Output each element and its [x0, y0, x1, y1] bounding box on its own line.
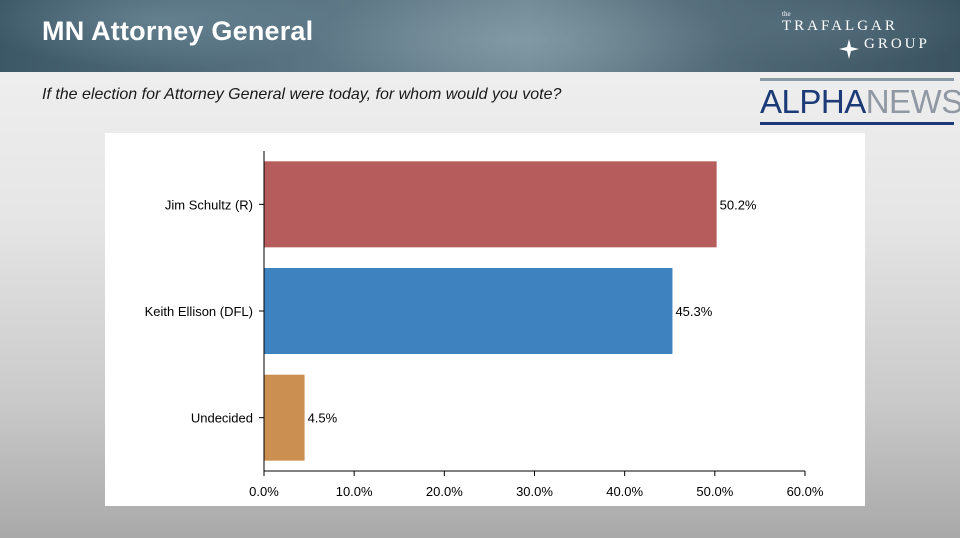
alpha-news-wordmark: ALPHANEWS	[760, 83, 960, 121]
value-label-0: 50.2%	[720, 197, 757, 212]
x-tick-label-0: 0.0%	[249, 484, 279, 499]
alpha-news-logo: ALPHANEWS	[760, 78, 960, 126]
category-label-0: Jim Schultz (R)	[165, 197, 253, 212]
page-title: MN Attorney General	[42, 16, 314, 46]
compass-icon	[839, 39, 859, 59]
trafalgar-logo-line2: GROUP	[864, 36, 930, 52]
header-banner: MN Attorney General the TRAFALGAR GROUP	[0, 0, 960, 72]
x-tick-label-3: 30.0%	[516, 484, 553, 499]
x-tick-label-6: 60.0%	[787, 484, 824, 499]
bar-0	[264, 161, 717, 248]
x-tick-label-1: 10.0%	[336, 484, 373, 499]
bar-chart: Jim Schultz (R) 50.2% Keith Ellison (DFL) 4…	[145, 151, 824, 499]
logo-top-rule	[760, 78, 954, 81]
news-word: NEWS	[865, 83, 960, 120]
logo-bottom-rule	[760, 122, 954, 125]
x-tick-label-4: 40.0%	[606, 484, 643, 499]
survey-question: If the election for Attorney General wer…	[42, 86, 562, 103]
value-label-2: 4.5%	[308, 411, 338, 426]
trafalgar-logo-line1: TRAFALGAR	[782, 18, 898, 34]
category-label-2: Undecided	[191, 411, 253, 426]
bar-1	[264, 268, 673, 354]
chart-panel: Jim Schultz (R) 50.2% Keith Ellison (DFL) 4…	[105, 133, 865, 506]
bar-2	[264, 374, 305, 461]
trafalgar-logo-small-text: the	[782, 10, 791, 18]
alpha-word: ALPHA	[760, 83, 866, 120]
x-tick-label-2: 20.0%	[426, 484, 463, 499]
category-label-1: Keith Ellison (DFL)	[145, 304, 253, 319]
value-label-1: 45.3%	[675, 304, 712, 319]
x-tick-label-5: 50.0%	[696, 484, 733, 499]
trafalgar-group-logo: the TRAFALGAR GROUP	[778, 10, 928, 62]
